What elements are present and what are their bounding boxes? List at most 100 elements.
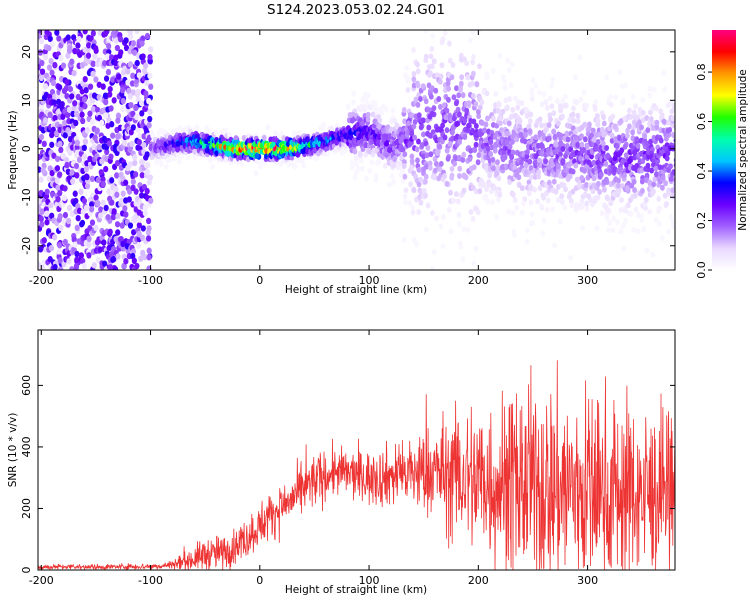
heatmap-cell: [596, 180, 601, 187]
heatmap-cell: [449, 74, 455, 81]
heatmap-cell: [656, 220, 662, 227]
heatmap-cell: [502, 85, 508, 92]
heatmap-cell: [120, 190, 126, 197]
heatmap-cell: [87, 155, 93, 163]
heatmap-cell: [382, 162, 388, 169]
heatmap-cell: [61, 260, 67, 268]
heatmap-cell: [379, 110, 385, 117]
heatmap-cell: [334, 123, 340, 130]
heatmap-cell: [415, 68, 421, 75]
heatmap-cell: [448, 189, 453, 196]
heatmap-cell: [506, 120, 512, 127]
heatmap-cell: [57, 213, 63, 220]
heatmap-cell: [102, 30, 109, 37]
heatmap-cell: [650, 251, 656, 258]
heatmap-cell: [403, 73, 409, 80]
heatmap-cell: [477, 104, 483, 111]
heatmap-cell: [102, 92, 109, 99]
heatmap-cell: [103, 75, 110, 82]
heatmap-cell: [100, 83, 106, 90]
heatmap-cell: [351, 90, 356, 97]
heatmap-cell: [490, 67, 496, 74]
heatmap-cell: [109, 199, 115, 206]
heatmap-cell: [528, 164, 534, 171]
heatmap-cell: [64, 78, 70, 86]
heatmap-cell: [185, 154, 191, 161]
heatmap-cell: [38, 215, 44, 223]
heatmap-cell: [49, 212, 55, 219]
heatmap-cell: [484, 186, 490, 193]
snr-panel: -200 -100 0 100 200 300 0 200 400 600 Height of s…: [7, 329, 676, 596]
heatmap-cell: [394, 123, 400, 130]
heatmap-cell: [479, 99, 485, 106]
heatmap-cell: [139, 40, 145, 47]
heatmap-cell: [61, 194, 68, 202]
heatmap-cell: [80, 257, 86, 265]
heatmap-cell: [75, 42, 81, 49]
heatmap-cell: [473, 188, 479, 195]
heatmap-cell: [411, 46, 416, 53]
heatmap-cell: [582, 121, 588, 128]
heatmap-cell: [454, 121, 460, 128]
heatmap-cell: [527, 118, 533, 125]
heatmap-cell: [550, 76, 556, 83]
heatmap-cell: [579, 174, 585, 181]
heatmap-cell: [463, 174, 469, 181]
heatmap-cell: [462, 117, 468, 124]
heatmap-cell: [468, 37, 473, 44]
heatmap-cell: [133, 188, 139, 195]
heatmap-cell: [409, 164, 414, 171]
heatmap-cell: [127, 61, 133, 68]
heatmap-cell: [93, 224, 99, 232]
heatmap-cell: [446, 96, 451, 103]
heatmap-cell: [92, 53, 98, 60]
heatmap-cell: [446, 85, 452, 92]
heatmap-cell: [72, 100, 78, 107]
heatmap-cell: [547, 95, 553, 102]
heatmap-cell: [546, 164, 552, 171]
heatmap-cell: [132, 159, 138, 167]
heatmap-cell: [455, 106, 461, 113]
heatmap-cell: [543, 99, 549, 106]
heatmap-cell: [644, 247, 650, 254]
heatmap-cell: [465, 226, 471, 233]
heatmap-cell: [494, 170, 500, 177]
heatmap-cell: [365, 92, 371, 99]
heatmap-cell: [458, 243, 464, 250]
heatmap-cell: [669, 108, 675, 115]
heatmap-cell: [630, 93, 636, 100]
heatmap-cell: [475, 159, 481, 166]
heatmap-cell: [139, 159, 146, 166]
heatmap-cell: [572, 74, 578, 81]
heatmap-cell: [44, 210, 50, 217]
heatmap-cell: [640, 96, 646, 103]
heatmap-cell: [621, 245, 627, 252]
heatmap-cell: [662, 86, 668, 93]
heatmap-cell: [647, 92, 653, 99]
heatmap-cell: [564, 142, 570, 149]
heatmap-cell: [539, 122, 544, 129]
heatmap-cell: [273, 130, 278, 137]
heatmap-cell: [614, 143, 620, 150]
heatmap-cell: [173, 127, 179, 134]
heatmap-cell: [63, 156, 70, 164]
heatmap-cell: [227, 131, 232, 138]
heatmap-cell: [512, 232, 517, 239]
heatmap-cell: [673, 181, 675, 188]
heatmap-cell: [456, 173, 462, 180]
heatmap-cell: [54, 177, 61, 184]
heatmap-cell: [460, 92, 466, 99]
heatmap-cell: [533, 82, 539, 89]
heatmap-cell: [471, 260, 477, 267]
heatmap-cell: [439, 62, 445, 69]
heatmap-cell: [620, 222, 626, 229]
heatmap-cell: [44, 219, 50, 226]
heatmap-cell: [571, 105, 576, 112]
heatmap-cell: [466, 100, 472, 107]
heatmap-cell: [85, 52, 92, 59]
heatmap-cell: [633, 103, 638, 110]
heatmap-cell: [113, 185, 119, 193]
heatmap-cell: [543, 158, 549, 165]
heatmap-cell: [73, 262, 80, 270]
heatmap-cell: [654, 171, 659, 178]
